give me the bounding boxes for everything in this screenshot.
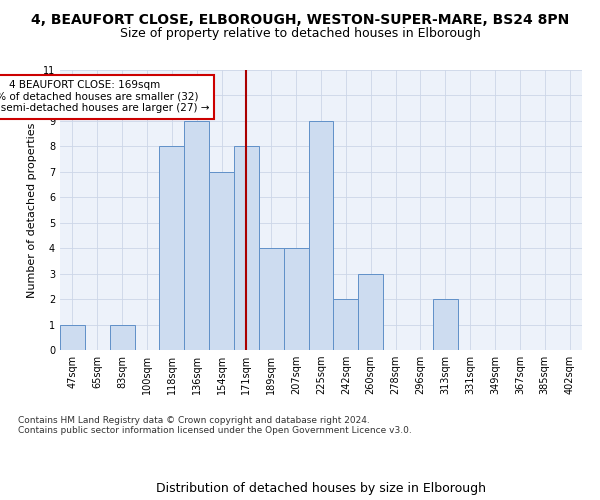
Y-axis label: Number of detached properties: Number of detached properties bbox=[28, 122, 37, 298]
Text: 4 BEAUFORT CLOSE: 169sqm
← 54% of detached houses are smaller (32)
46% of semi-d: 4 BEAUFORT CLOSE: 169sqm ← 54% of detach… bbox=[0, 80, 209, 114]
Bar bbox=[60, 324, 85, 350]
Text: Distribution of detached houses by size in Elborough: Distribution of detached houses by size … bbox=[156, 482, 486, 495]
Text: Size of property relative to detached houses in Elborough: Size of property relative to detached ho… bbox=[119, 28, 481, 40]
Text: 4, BEAUFORT CLOSE, ELBOROUGH, WESTON-SUPER-MARE, BS24 8PN: 4, BEAUFORT CLOSE, ELBOROUGH, WESTON-SUP… bbox=[31, 12, 569, 26]
Bar bbox=[308, 121, 334, 350]
Bar bbox=[433, 299, 458, 350]
Bar bbox=[358, 274, 383, 350]
Bar bbox=[259, 248, 284, 350]
Bar bbox=[284, 248, 308, 350]
Bar bbox=[334, 299, 358, 350]
Text: Contains HM Land Registry data © Crown copyright and database right 2024.
Contai: Contains HM Land Registry data © Crown c… bbox=[18, 416, 412, 435]
Bar bbox=[184, 121, 209, 350]
Bar bbox=[110, 324, 134, 350]
Bar bbox=[234, 146, 259, 350]
Bar bbox=[160, 146, 184, 350]
Bar bbox=[209, 172, 234, 350]
